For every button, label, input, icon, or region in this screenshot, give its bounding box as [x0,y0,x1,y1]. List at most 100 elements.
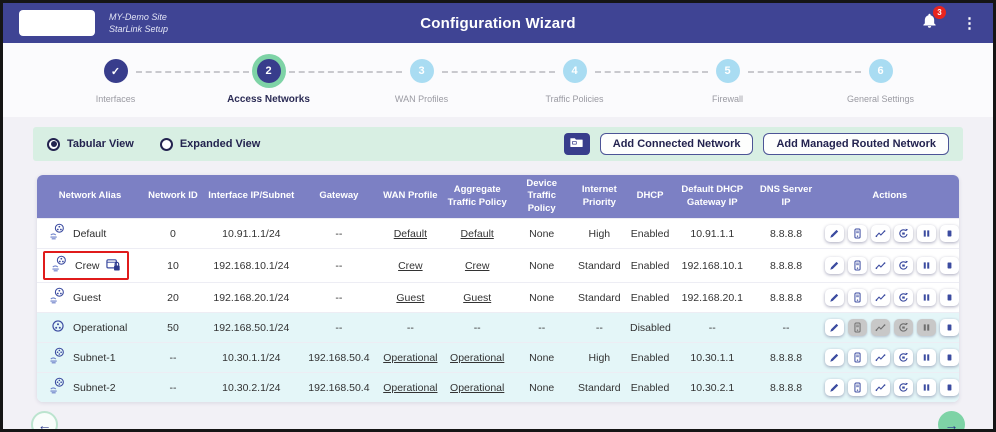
kebab-menu-icon[interactable]: ⋮ [962,14,977,32]
aggregate-traffic-policy-link[interactable]: Default [460,227,494,240]
statistics-button[interactable] [870,257,890,275]
edit-button[interactable] [824,349,844,367]
aggregate-traffic-policy-link[interactable]: Guest [463,291,492,304]
back-button[interactable]: ← [31,411,58,429]
statistics-button[interactable] [870,379,890,397]
step-general-settings[interactable]: 6 General Settings [747,59,957,105]
logo [19,10,95,36]
edit-button[interactable] [824,225,844,243]
next-button[interactable]: → [938,411,965,429]
network-alias-cell: Subnet-1 [37,343,143,372]
stop-button[interactable] [939,225,959,243]
renew-button[interactable] [893,257,913,275]
device-button[interactable] [847,349,867,367]
dns-server-ip-cell: 8.8.8.8 [769,227,803,240]
radio-label: Expanded View [179,138,261,150]
pause-button[interactable] [916,379,936,397]
add-managed-routed-network-button[interactable]: Add Managed Routed Network [763,133,949,155]
radio-expanded-view[interactable]: Expanded View [159,137,261,151]
radio-tabular-view[interactable]: Tabular View [47,137,134,151]
notifications-button[interactable]: 3 [921,6,946,34]
edit-button[interactable] [824,379,844,397]
notification-badge: 3 [933,6,946,19]
gateway-cell: -- [335,291,343,304]
step-access-networks[interactable]: 2 Access Networks [135,59,345,105]
pause-icon [921,292,932,303]
device-button[interactable] [847,225,867,243]
statistics-button[interactable] [870,349,890,367]
step-label: Access Networks [227,94,310,105]
stop-button[interactable] [939,289,959,307]
step-label: Traffic Policies [545,94,604,104]
stop-button[interactable] [939,257,959,275]
renew-button[interactable] [893,379,913,397]
internet-priority-cell: High [588,227,611,240]
device-icon [852,228,863,239]
statistics-button [870,319,890,337]
wan-profile-link[interactable]: Guest [396,291,425,304]
wan-profile-link[interactable]: Crew [398,259,423,272]
gateway-cell: -- [335,259,343,272]
add-connected-network-button[interactable]: Add Connected Network [599,133,754,155]
internet-priority-cell: Standard [578,291,621,304]
site-info: MY-Demo Site StarLink Setup [109,11,168,35]
device-traffic-policy-cell: -- [538,321,546,334]
step-interfaces[interactable]: ✓ Interfaces [39,59,192,105]
stop-button[interactable] [939,319,959,337]
renew-button[interactable] [893,349,913,367]
aggregate-traffic-policy-link[interactable]: Operational [450,351,505,364]
edit-icon [829,352,840,363]
default-dhcp-gateway-ip-cell: 10.30.1.1 [690,351,735,364]
pause-button[interactable] [916,225,936,243]
pause-button [916,319,936,337]
statistics-icon [875,322,886,333]
table-row-subnet-2: Subnet-2 -- 10.30.2.1/24 192.168.50.4 Operat… [37,372,959,403]
step-traffic-policies[interactable]: 4 Traffic Policies [441,59,651,105]
stop-button[interactable] [939,349,959,367]
renew-button[interactable] [893,289,913,307]
wan-profile-link[interactable]: Operational [383,351,438,364]
dns-server-ip-cell: 8.8.8.8 [769,381,803,394]
network-alias-label: Operational [73,321,128,334]
row-actions [821,257,959,275]
wan-profile-link[interactable]: Default [393,227,427,240]
network-id-cell: -- [169,381,177,394]
renew-icon [898,260,909,271]
pause-button[interactable] [916,289,936,307]
step-firewall[interactable]: 5 Firewall [594,59,804,105]
edit-button[interactable] [824,319,844,337]
statistics-button[interactable] [870,289,890,307]
statistics-button[interactable] [870,225,890,243]
device-button[interactable] [847,379,867,397]
panel-view-button[interactable] [563,133,590,155]
internet-priority-cell: High [588,351,611,364]
step-wan-profiles[interactable]: 3 WAN Profiles [288,59,498,105]
edit-button[interactable] [824,257,844,275]
edit-button[interactable] [824,289,844,307]
lan-share-icon [49,223,67,244]
interface-ip-subnet-cell: 192.168.20.1/24 [213,291,290,304]
pause-icon [921,352,932,363]
renew-button [893,319,913,337]
network-id-cell: 0 [170,227,176,240]
renew-button[interactable] [893,225,913,243]
captive-portal-lock-icon [105,257,121,275]
lan-share-icon [51,255,69,276]
stop-button[interactable] [939,379,959,397]
radio-circle [159,137,173,151]
header-actions: 3 ⋮ [921,6,977,34]
pause-button[interactable] [916,349,936,367]
step-circle: 2 [256,59,281,83]
device-button[interactable] [847,257,867,275]
radio-circle [47,137,60,151]
interface-ip-subnet-cell: 10.30.2.1/24 [222,381,281,394]
pause-button[interactable] [916,257,936,275]
wan-profile-link[interactable]: Operational [383,381,438,394]
aggregate-traffic-policy-link[interactable]: Crew [464,259,490,272]
network-alias-cell: Subnet-2 [37,373,143,402]
network-alias-label: Crew [75,259,100,272]
statistics-icon [875,292,886,303]
device-button[interactable] [847,289,867,307]
aggregate-traffic-policy-link[interactable]: Operational [450,381,505,394]
edit-icon [829,382,840,393]
